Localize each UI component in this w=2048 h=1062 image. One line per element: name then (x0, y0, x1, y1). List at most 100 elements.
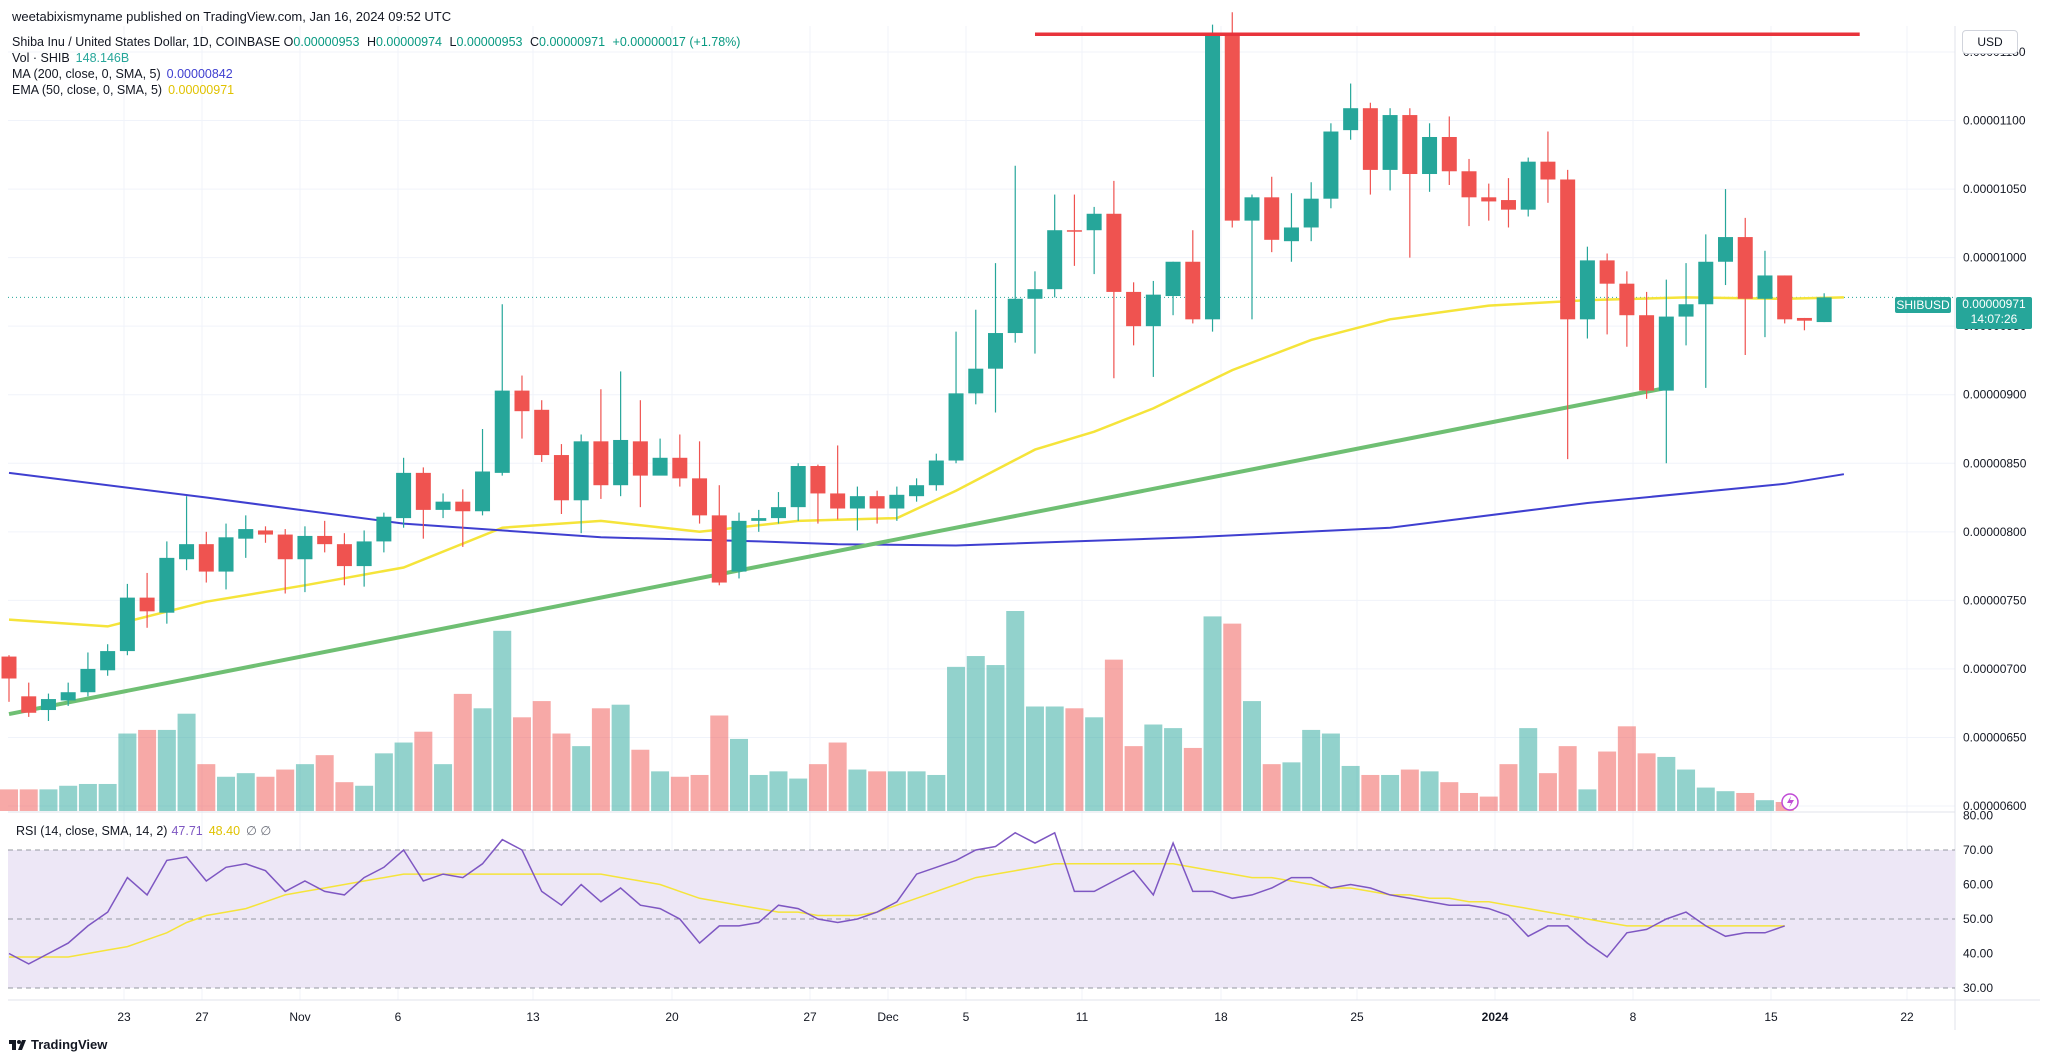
volume-bar (1460, 792, 1479, 811)
trendline[interactable] (8, 385, 1667, 717)
lightning-icon (1787, 796, 1794, 808)
candle-body (1737, 237, 1753, 299)
candle-body (1007, 298, 1023, 334)
volume-bar (473, 708, 492, 811)
volume-bar (966, 656, 985, 811)
ema-value: 0.00000971 (168, 83, 235, 97)
volume-bar (374, 753, 393, 811)
candle-body (810, 466, 826, 494)
volume-bar (1045, 706, 1064, 811)
ohlc-change: +0.00000017 (+1.78%) (612, 35, 741, 49)
volume-bar (670, 776, 689, 811)
volume-value: 148.146B (75, 51, 130, 65)
volume-bar (295, 764, 314, 811)
volume-bar (1124, 746, 1143, 811)
volume-bar (1321, 733, 1340, 811)
volume-bar (157, 729, 176, 811)
candle-body (1777, 275, 1793, 320)
volume-bar (1716, 791, 1735, 811)
volume-bar (59, 785, 78, 811)
time-tick-label: 23 (117, 1010, 131, 1024)
candle-body (1205, 34, 1221, 320)
volume-bar (453, 693, 472, 811)
volume-bar (1065, 708, 1084, 811)
candle-body (1402, 115, 1418, 175)
volume-bar (868, 771, 887, 811)
time-tick-label: 27 (195, 1010, 209, 1024)
candle-body (40, 699, 56, 711)
candle-body (1323, 131, 1339, 199)
volume-bar (1341, 765, 1360, 811)
volume-bar (19, 789, 38, 811)
time-tick-label: 5 (963, 1010, 970, 1024)
volume-bar (276, 769, 295, 811)
candle-body (613, 439, 629, 486)
ma-label: MA (200, close, 0, SMA, 5) (12, 67, 161, 81)
tradingview-logo[interactable]: TradingView (9, 1037, 107, 1052)
volume-bar (1755, 800, 1774, 811)
candle-body (1796, 317, 1812, 321)
candle-body (1066, 230, 1082, 232)
ma200-path (8, 471, 1845, 547)
volume-bar (256, 776, 275, 811)
price-tick-label: 0.00001000 (1963, 251, 2027, 265)
rsi-sma-path (9, 863, 1785, 958)
ema-line (8, 296, 1844, 628)
candle-body (1224, 34, 1240, 221)
candle-body (1757, 275, 1773, 299)
price-tick-label: 0.00000800 (1963, 525, 2027, 539)
time-tick-label: 25 (1350, 1010, 1364, 1024)
candle-body (1540, 161, 1556, 180)
candle-body (1, 656, 17, 679)
candle-body (1343, 108, 1359, 131)
candle-body (1382, 115, 1398, 170)
ema-label: EMA (50, close, 0, SMA, 5) (12, 83, 163, 97)
attribution: weetabixismyname published on TradingVie… (12, 9, 452, 24)
volume-bar (651, 771, 670, 811)
last-price: 0.00000971 (1962, 297, 2026, 311)
rsi-value: 47.71 (171, 824, 203, 838)
candle-body (889, 494, 905, 509)
rsi-tick-label: 50.00 (1963, 912, 1993, 926)
time-tick-label: Nov (289, 1010, 310, 1024)
candle-body (948, 393, 964, 461)
candle-body (1283, 227, 1299, 242)
ema-legend[interactable]: EMA (50, close, 0, SMA, 5) 0.00000971 (12, 82, 740, 98)
volume-bar (552, 733, 571, 811)
logo-text: TradingView (31, 1037, 108, 1052)
volume-bar (355, 785, 374, 811)
candle-body (494, 390, 510, 473)
time-tick-label: 15 (1764, 1010, 1778, 1024)
volume-bar (1006, 611, 1025, 811)
price-tick-label: 0.00001050 (1963, 182, 2027, 196)
candle-body (1362, 108, 1378, 170)
candle-body (849, 496, 865, 509)
volume-bar (1223, 623, 1242, 811)
candle-body (1599, 260, 1615, 284)
volume-legend[interactable]: Vol · SHIB 148.146B (12, 50, 740, 66)
ohlc-low: 0.00000953 (456, 35, 523, 49)
ma-legend[interactable]: MA (200, close, 0, SMA, 5) 0.00000842 (12, 66, 740, 82)
candle-body (159, 557, 175, 613)
volume-bar (1164, 728, 1183, 811)
symbol-title[interactable]: Shiba Inu / United States Dollar, 1D, CO… (12, 35, 281, 49)
candle-body (1639, 315, 1655, 391)
candle-body (179, 544, 195, 560)
tradingview-logo-icon (9, 1039, 26, 1050)
candle-body (1185, 261, 1201, 320)
price-tick-label: 0.00001100 (1963, 114, 2026, 128)
time-tick-label: 6 (395, 1010, 402, 1024)
ma-value: 0.00000842 (166, 67, 233, 81)
candle-body (1461, 171, 1477, 198)
candle-body (1264, 197, 1280, 240)
time-tick-label: 11 (1076, 1010, 1089, 1024)
candle-body (1047, 230, 1063, 290)
candle-body (751, 518, 767, 521)
rsi-legend[interactable]: RSI (14, close, SMA, 14, 2) 47.71 48.40 ∅ ∅ (16, 823, 271, 838)
volume-bar (1499, 764, 1518, 811)
candle-body (1422, 136, 1438, 175)
ohlc-l-label: L (449, 35, 457, 49)
ohlc-o-label: O (283, 35, 294, 49)
currency-button[interactable]: USD (1962, 30, 2018, 54)
